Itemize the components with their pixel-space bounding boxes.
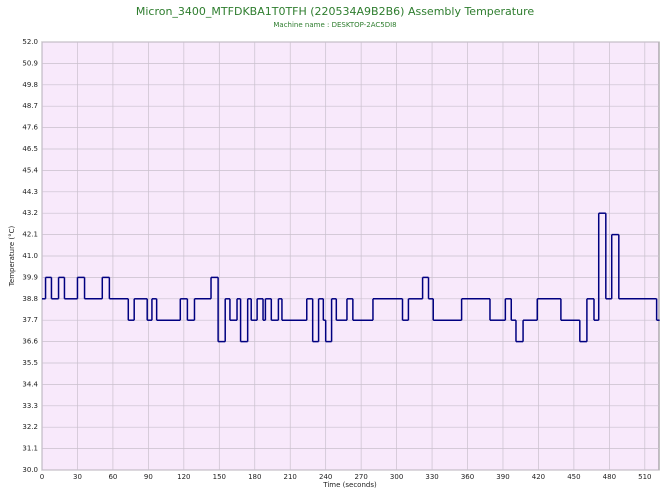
y-tick-label: 41.0 xyxy=(22,252,38,260)
y-tick-label: 42.1 xyxy=(22,231,38,239)
y-tick-label: 45.4 xyxy=(22,166,38,174)
y-tick-label: 37.7 xyxy=(22,316,38,324)
x-tick-label: 390 xyxy=(496,473,509,481)
x-tick-label: 90 xyxy=(144,473,153,481)
y-axis-label: Temperature (°C) xyxy=(8,226,16,288)
x-tick-label: 510 xyxy=(638,473,651,481)
x-tick-label: 480 xyxy=(603,473,616,481)
y-tick-label: 52.0 xyxy=(22,38,38,46)
step-riser xyxy=(44,213,658,342)
y-tick-label: 36.6 xyxy=(22,338,38,346)
x-tick-label: 450 xyxy=(567,473,580,481)
x-tick-label: 300 xyxy=(390,473,403,481)
y-tick-label: 44.3 xyxy=(22,188,38,196)
x-tick-label: 0 xyxy=(40,473,44,481)
chart-subtitle: Machine name : DESKTOP-2AC5DI8 xyxy=(273,21,396,29)
x-tick-label: 360 xyxy=(461,473,474,481)
x-tick-label: 420 xyxy=(532,473,545,481)
y-tick-label: 49.8 xyxy=(22,81,38,89)
y-tick-label: 50.9 xyxy=(22,59,38,67)
x-tick-label: 240 xyxy=(319,473,332,481)
chart-title: Micron_3400_MTFDKBA1T0TFH (220534A9B2B6)… xyxy=(136,5,535,18)
y-tick-label: 30.0 xyxy=(22,466,38,474)
y-tick-label: 47.6 xyxy=(22,124,38,132)
x-axis-label: Time (seconds) xyxy=(322,481,377,489)
y-tick-label: 32.2 xyxy=(22,423,38,431)
y-tick-label: 38.8 xyxy=(22,295,38,303)
y-tick-label: 33.3 xyxy=(22,402,38,410)
x-tick-label: 30 xyxy=(73,473,82,481)
y-tick-label: 34.4 xyxy=(22,380,38,388)
y-tick-label: 43.2 xyxy=(22,209,38,217)
x-tick-label: 330 xyxy=(425,473,438,481)
y-tick-label: 39.9 xyxy=(22,273,38,281)
y-tick-label: 35.5 xyxy=(22,359,38,367)
y-tick-label: 48.7 xyxy=(22,102,38,110)
x-tick-label: 150 xyxy=(213,473,226,481)
end-point xyxy=(658,319,660,322)
x-tick-label: 270 xyxy=(354,473,367,481)
x-tick-label: 180 xyxy=(248,473,261,481)
y-tick-label: 31.1 xyxy=(22,445,38,453)
x-tick-label: 120 xyxy=(177,473,190,481)
x-tick-label: 60 xyxy=(108,473,117,481)
y-tick-label: 46.5 xyxy=(22,145,38,153)
x-tick-label: 210 xyxy=(284,473,297,481)
